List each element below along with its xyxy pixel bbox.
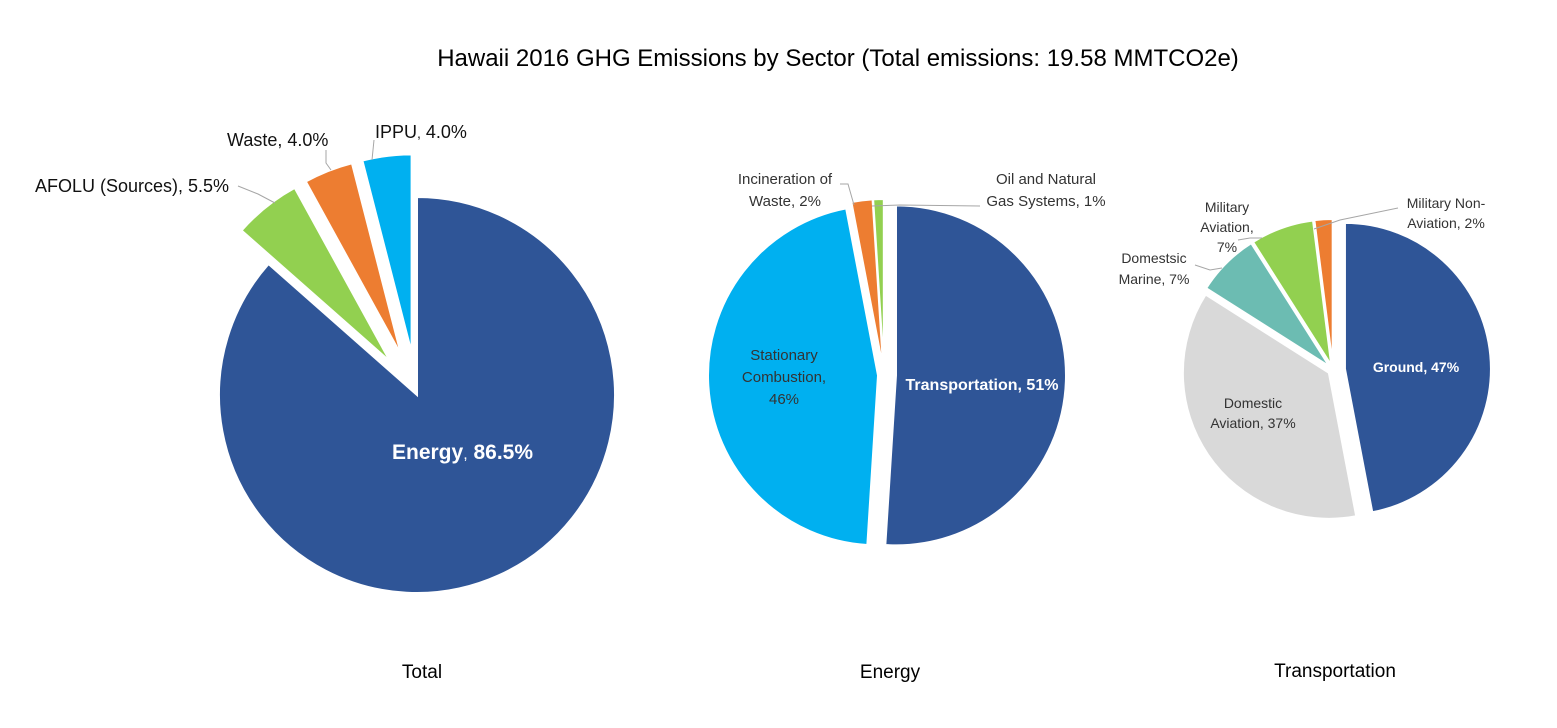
label-incineration-line2: Waste, 2% (749, 193, 821, 210)
pie-slice-energy (218, 195, 616, 594)
pie-slice-domestic-marine (1204, 241, 1331, 368)
leader-incineration (840, 183, 855, 206)
label-domestic-aviation-line1: Domestic (1224, 395, 1282, 411)
pie-total (218, 153, 616, 594)
pie-slice-stationary (707, 207, 880, 547)
leader-waste (325, 150, 332, 171)
label-stationary-combustion: Stationary Combustion, 46% (742, 347, 826, 408)
caption-energy: Energy (860, 662, 921, 683)
label-stationary-line1: Stationary (750, 347, 818, 364)
label-incineration-line1: Incineration of (738, 171, 833, 188)
pie-slice-oilgas (872, 198, 885, 370)
label-oil-gas-line2: Gas Systems, 1% (986, 193, 1105, 210)
pie-slice-ground (1343, 221, 1492, 514)
leader-afolu (237, 185, 276, 204)
leader-military-aviation (1237, 237, 1262, 241)
pie-slice-domestic-aviation (1181, 293, 1358, 520)
leader-lines (237, 139, 1399, 271)
label-oil-gas-line1: Oil and Natural (996, 171, 1096, 188)
label-domestic-marine-line1: Domestsic (1121, 250, 1186, 266)
label-military-non-aviation-line1: Military Non- (1407, 195, 1486, 211)
label-military-aviation-line2: Aviation, (1200, 219, 1253, 235)
label-incineration: Incineration of Waste, 2% (738, 171, 833, 210)
pie-slice-ippu (361, 153, 413, 353)
label-domestic-aviation: Domestic Aviation, 37% (1210, 395, 1295, 431)
label-military-non-aviation: Military Non- Aviation, 2% (1407, 195, 1486, 231)
label-military-aviation-line3: 7% (1217, 239, 1237, 255)
label-transportation: Transportation, 51% (906, 377, 1059, 394)
label-energy-total: Energy, 86.5% (392, 441, 533, 464)
pie-energy (707, 198, 1068, 547)
leader-oilgas (871, 204, 981, 207)
leader-domestic-marine (1194, 264, 1223, 271)
label-domestic-aviation-line2: Aviation, 37% (1210, 415, 1295, 431)
label-stationary-line3: 46% (769, 391, 799, 408)
pie-slice-waste (304, 162, 403, 356)
chart-title: Hawaii 2016 GHG Emissions by Sector (Tot… (437, 45, 1239, 72)
label-waste: Waste, 4.0% (227, 130, 328, 150)
label-stationary-line2: Combustion, (742, 369, 826, 386)
label-oil-gas: Oil and Natural Gas Systems, 1% (986, 171, 1105, 210)
caption-total: Total (402, 662, 442, 683)
label-military-aviation-line1: Military (1205, 199, 1249, 215)
label-domestic-marine: Domestsic Marine, 7% (1119, 250, 1190, 287)
leader-ippu (371, 139, 375, 161)
label-ground: Ground, 47% (1373, 359, 1460, 375)
label-military-aviation: Military Aviation, 7% (1200, 199, 1253, 255)
pie-transportation (1181, 218, 1492, 520)
caption-transportation: Transportation (1274, 661, 1396, 682)
label-domestic-marine-line2: Marine, 7% (1119, 271, 1190, 287)
leader-military-non-aviation (1313, 207, 1399, 230)
label-ippu: IPPU, 4.0% (375, 122, 467, 142)
pie-slice-afolu (240, 186, 391, 363)
pie-slice-military-aviation (1251, 219, 1333, 366)
pie-slice-military-non-aviation (1313, 218, 1334, 366)
pie-slice-transportation (884, 204, 1068, 547)
label-afolu: AFOLU (Sources), 5.5% (35, 176, 229, 196)
label-military-non-aviation-line2: Aviation, 2% (1407, 215, 1485, 231)
